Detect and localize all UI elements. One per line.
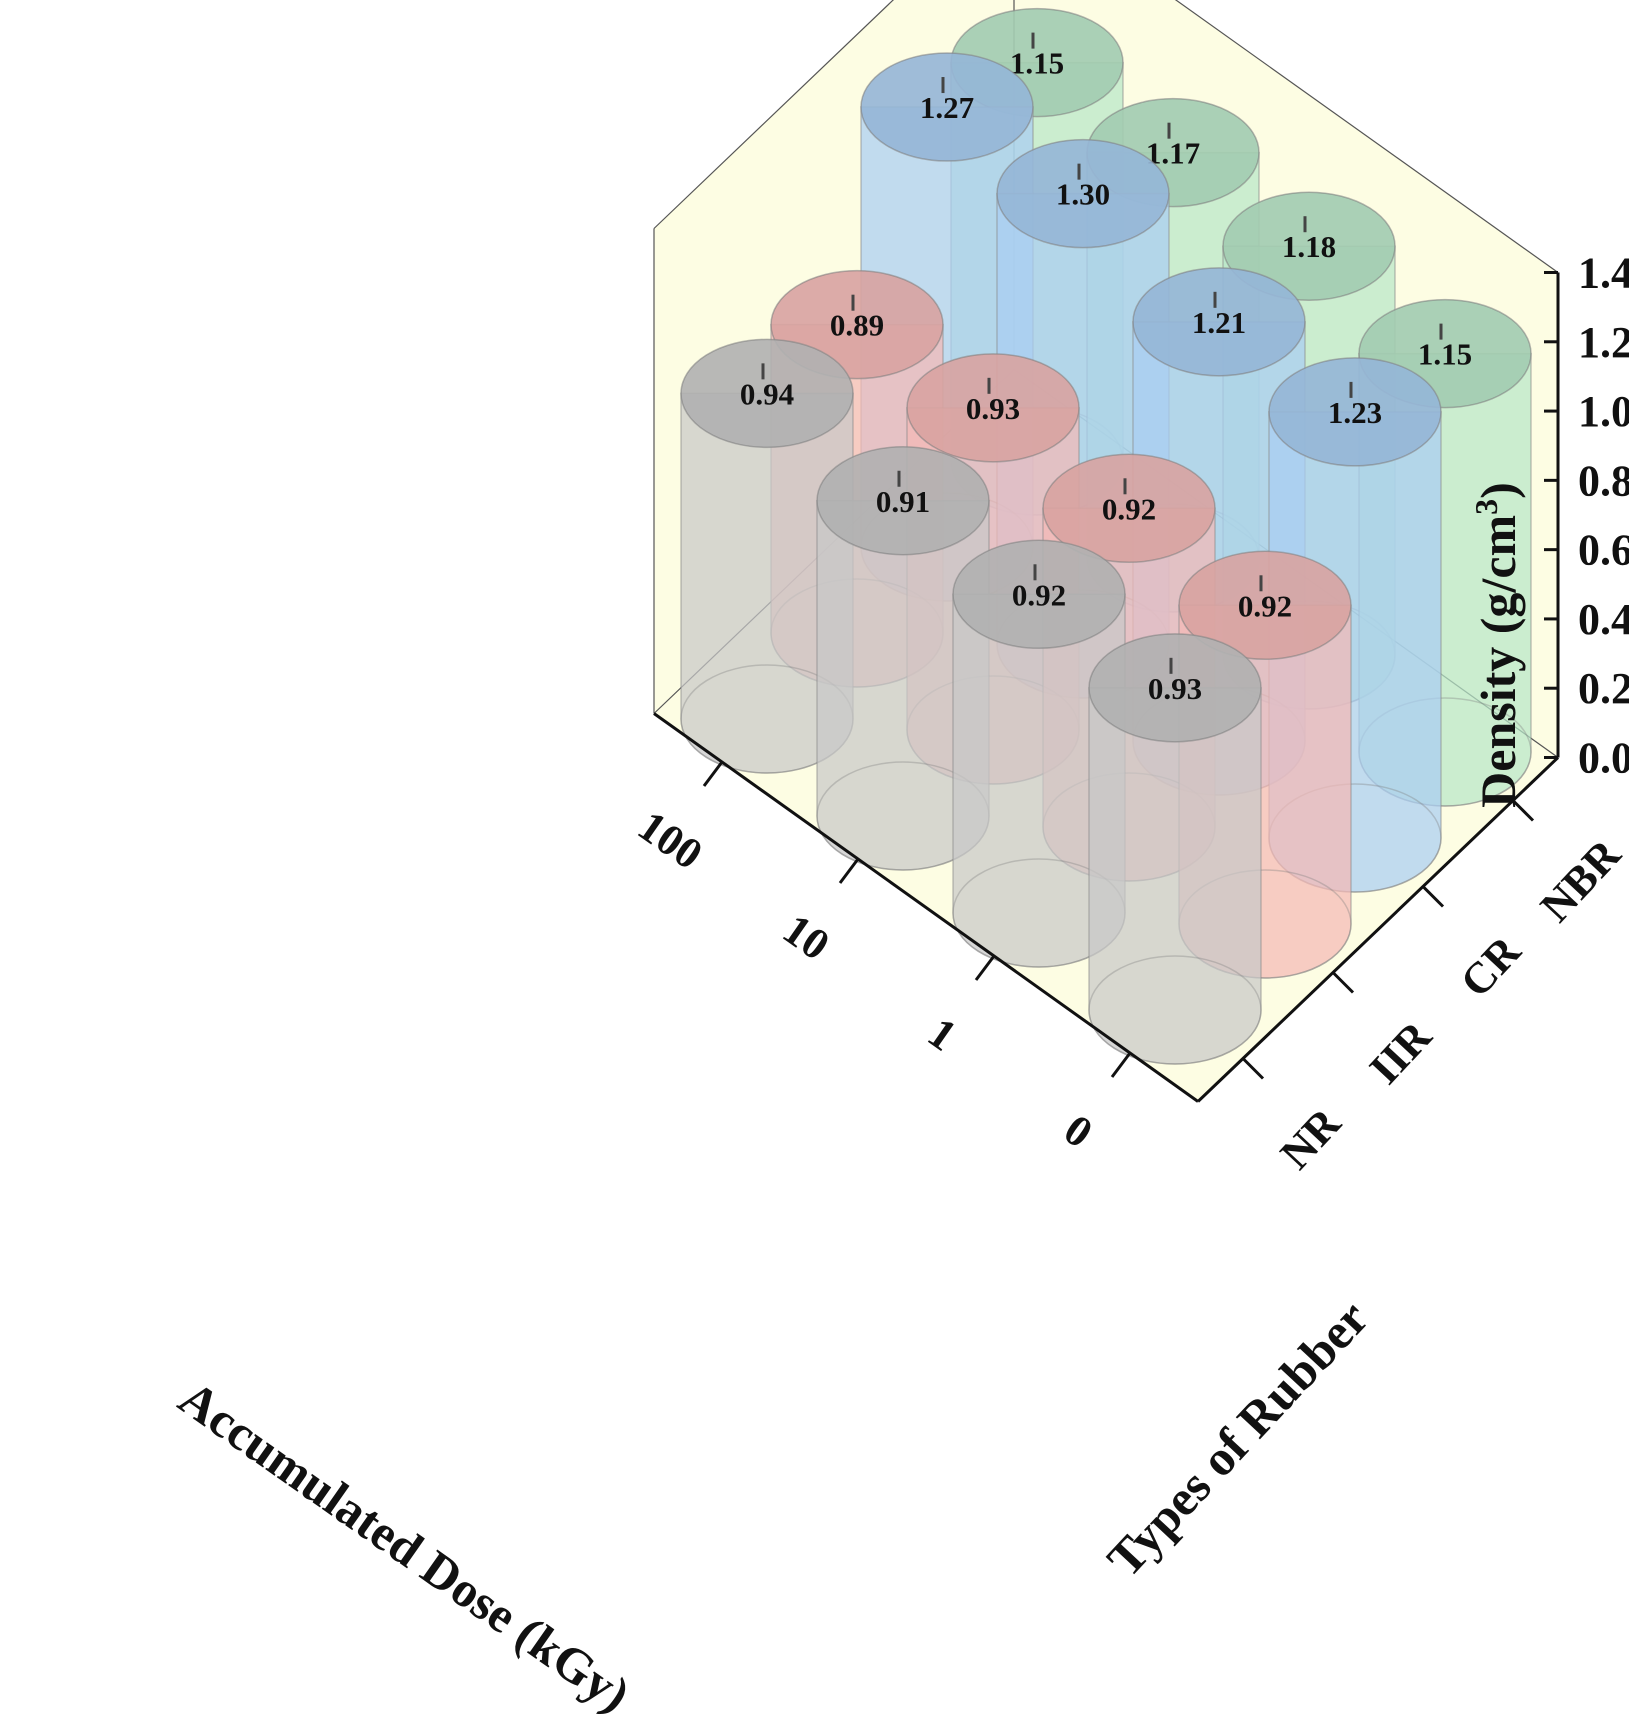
cylinder-top-shade xyxy=(1269,357,1441,466)
y-tick-label: NBR xyxy=(1531,829,1629,931)
cylinder-top xyxy=(816,446,990,556)
y-tick xyxy=(1241,1057,1265,1080)
z-tick-label: 1.4 xyxy=(1578,249,1629,298)
z-tick-label: 0.0 xyxy=(1578,734,1629,783)
cylinder-top-shade xyxy=(997,139,1169,248)
cylinder-top-shade xyxy=(1043,454,1215,563)
bar-NR-dose-100: 0.94 xyxy=(680,338,854,774)
cylinder-top xyxy=(1042,453,1216,564)
cylinder-top-shade xyxy=(817,446,989,555)
x-axis-line xyxy=(653,712,1199,1103)
z-tick-label: 1.2 xyxy=(1578,318,1629,367)
data-label: 0.94 xyxy=(740,376,794,411)
data-label: 0.91 xyxy=(876,484,930,519)
x-tick-label: 10 xyxy=(774,904,838,969)
cylinder-top xyxy=(1088,633,1262,743)
data-label: 0.89 xyxy=(830,308,884,343)
z-tick-label: 0.6 xyxy=(1578,526,1629,575)
cylinder-body xyxy=(1088,687,1262,1065)
bar-NR-dose-10: 0.91 xyxy=(816,446,990,871)
y-axis-line xyxy=(1196,756,1560,1103)
data-label: 1.15 xyxy=(1418,337,1472,372)
data-label: 1.23 xyxy=(1328,395,1382,430)
z-tick-label: 1.0 xyxy=(1578,387,1629,436)
cylinder-top-shade xyxy=(1089,633,1261,742)
data-label: 0.92 xyxy=(1102,491,1156,526)
chart-axes xyxy=(653,271,1560,1103)
bar-NR-dose-1: 0.92 xyxy=(952,539,1126,968)
x-axis-title: Accumulated Dose (kGy) xyxy=(169,1369,640,1716)
z-tick-label: 0.8 xyxy=(1578,456,1629,505)
x-tick-label: 0 xyxy=(1055,1105,1101,1158)
cylinder-top xyxy=(1178,550,1352,661)
cylinder-base xyxy=(1088,955,1262,1065)
z-axis-title: Density (g/cm3) xyxy=(1468,482,1526,808)
x-tick xyxy=(838,858,860,884)
cylinder-top-shade xyxy=(907,353,1079,462)
cylinder-top-shade xyxy=(861,53,1033,162)
y-tick-label: CR xyxy=(1451,926,1531,1007)
cylinder-top-shade xyxy=(681,339,853,448)
data-label: 0.92 xyxy=(1012,577,1066,612)
x-tick xyxy=(974,955,996,981)
y-tick-label: IIR xyxy=(1360,1011,1442,1094)
y-tick xyxy=(1511,799,1535,822)
frame-edge xyxy=(653,0,894,229)
cylinder-top-shade xyxy=(1179,551,1351,660)
y-tick-label: NR xyxy=(1271,1098,1351,1179)
x-tick-label: 1 xyxy=(919,1008,965,1061)
cylinder-top xyxy=(906,353,1080,463)
data-label: 0.93 xyxy=(1148,671,1202,706)
data-label: 1.21 xyxy=(1192,305,1246,340)
y-axis-title: Types of Rubber xyxy=(1096,1290,1379,1588)
bar-NR-dose-0: 0.93 xyxy=(1088,633,1262,1065)
cylinder-top-shade xyxy=(1223,192,1395,301)
chart-bars: 1.151.171.271.181.300.891.151.210.930.94… xyxy=(680,7,1532,1065)
z-tick-label: 0.4 xyxy=(1578,595,1629,644)
cylinder-top xyxy=(952,539,1126,650)
y-tick xyxy=(1331,971,1355,994)
z-tick-label: 0.2 xyxy=(1578,664,1629,713)
y-tick xyxy=(1421,885,1445,908)
cylinder-top xyxy=(996,138,1170,249)
cylinder-top-shade xyxy=(1133,267,1305,376)
data-label: 0.92 xyxy=(1238,588,1292,623)
data-label: 1.30 xyxy=(1056,177,1110,212)
x-tick-label: 100 xyxy=(629,801,711,879)
frame-edge xyxy=(1174,0,1559,273)
data-label: 1.15 xyxy=(1010,46,1064,81)
data-label: 0.93 xyxy=(966,391,1020,426)
cylinder-top xyxy=(860,52,1034,162)
cylinder-top-shade xyxy=(953,540,1125,649)
x-tick xyxy=(702,761,724,787)
data-label: 1.27 xyxy=(920,90,974,125)
cylinder-top xyxy=(1268,357,1442,467)
x-tick xyxy=(1110,1052,1132,1078)
cylinder-top xyxy=(1132,267,1306,377)
cylinder-top xyxy=(680,338,854,449)
data-label: 1.18 xyxy=(1282,229,1336,264)
cylinder-top xyxy=(1222,191,1396,301)
